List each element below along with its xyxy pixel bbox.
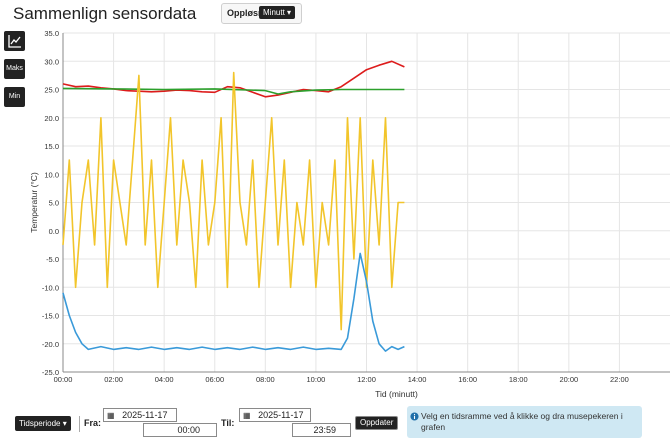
y-tick-label: 10.0	[44, 170, 59, 179]
from-label: Fra:	[84, 418, 102, 428]
x-tick-label: 04:00	[155, 375, 174, 384]
y-tick-label: 0.0	[49, 227, 59, 236]
from-time-field[interactable]: 00:00	[143, 423, 217, 437]
calendar-icon: ▦	[243, 411, 251, 420]
x-tick-label: 20:00	[559, 375, 578, 384]
x-tick-label: 02:00	[104, 375, 123, 384]
info-text: Velg en tidsramme ved å klikke og dra mu…	[421, 411, 623, 432]
y-tick-label: 30.0	[44, 57, 59, 66]
update-button[interactable]: Oppdater	[355, 416, 399, 430]
resolution-label: Oppløsning:	[227, 8, 280, 18]
y-axis-label: Temperatur (°C)	[29, 172, 39, 233]
resolution-value: Minutt	[263, 8, 285, 17]
chart-type-button[interactable]	[4, 31, 25, 51]
x-tick-label: 06:00	[205, 375, 224, 384]
from-date-value: 2025-11-17	[122, 410, 168, 420]
x-tick-label: 22:00	[610, 375, 629, 384]
page-title: Sammenlign sensordata	[13, 4, 197, 23]
y-tick-label: 5.0	[49, 199, 59, 208]
period-dropdown[interactable]: Tidsperiode ▾	[15, 416, 71, 431]
y-tick-label: 35.0	[44, 29, 59, 38]
x-tick-label: 10:00	[307, 375, 326, 384]
series-line-2	[62, 87, 405, 95]
x-tick-label: 18:00	[509, 375, 528, 384]
series-line-3	[62, 71, 405, 331]
to-date-field[interactable]: ▦ 2025-11-17	[239, 408, 311, 422]
y-tick-label: 15.0	[44, 142, 59, 151]
y-tick-label: 25.0	[44, 86, 59, 95]
time-range-controls: Tidsperiode ▾ Fra: ▦ 2025-11-17 00:00 Ti…	[0, 400, 670, 447]
x-tick-label: 16:00	[458, 375, 477, 384]
y-tick-label: -10.0	[42, 283, 59, 292]
resolution-dropdown[interactable]: Minutt ▾	[259, 6, 296, 19]
to-time-value: 23:59	[313, 425, 336, 435]
max-button[interactable]: Maks	[4, 59, 25, 79]
to-date-value: 2025-11-17	[258, 410, 304, 420]
y-tick-label: -20.0	[42, 340, 59, 349]
y-tick-label: -25.0	[42, 368, 59, 377]
x-tick-label: 00:00	[54, 375, 73, 384]
caret-down-icon: ▾	[287, 8, 292, 17]
y-tick-label: 20.0	[44, 114, 59, 123]
line-chart-icon	[7, 35, 21, 48]
to-time-field[interactable]: 23:59	[292, 423, 351, 437]
period-label: Tidsperiode	[19, 419, 61, 428]
sensor-chart[interactable]: 35.0 30.0 25.0 20.0 15.0 10.0 5.0 0.0 -5.0 -10.0 -…	[0, 0, 670, 400]
x-axis-label: Tid (minutt)	[375, 389, 418, 399]
y-tick-label: -5.0	[46, 255, 59, 264]
x-tick-label: 14:00	[408, 375, 427, 384]
info-icon	[410, 412, 419, 421]
x-tick-label: 12:00	[357, 375, 376, 384]
series-line-4	[62, 252, 405, 352]
info-box: Velg en tidsramme ved å klikke og dra mu…	[407, 406, 642, 438]
y-tick-label: -15.0	[42, 312, 59, 321]
to-label: Til:	[221, 418, 235, 428]
min-button[interactable]: Min	[4, 87, 25, 107]
resolution-control: Oppløsning: Minutt ▾	[221, 3, 302, 24]
calendar-icon: ▦	[107, 411, 115, 420]
from-time-value: 00:00	[177, 425, 200, 435]
x-tick-label: 08:00	[256, 375, 275, 384]
divider	[79, 416, 80, 432]
from-date-field[interactable]: ▦ 2025-11-17	[103, 408, 177, 422]
caret-down-icon: ▾	[62, 419, 67, 428]
